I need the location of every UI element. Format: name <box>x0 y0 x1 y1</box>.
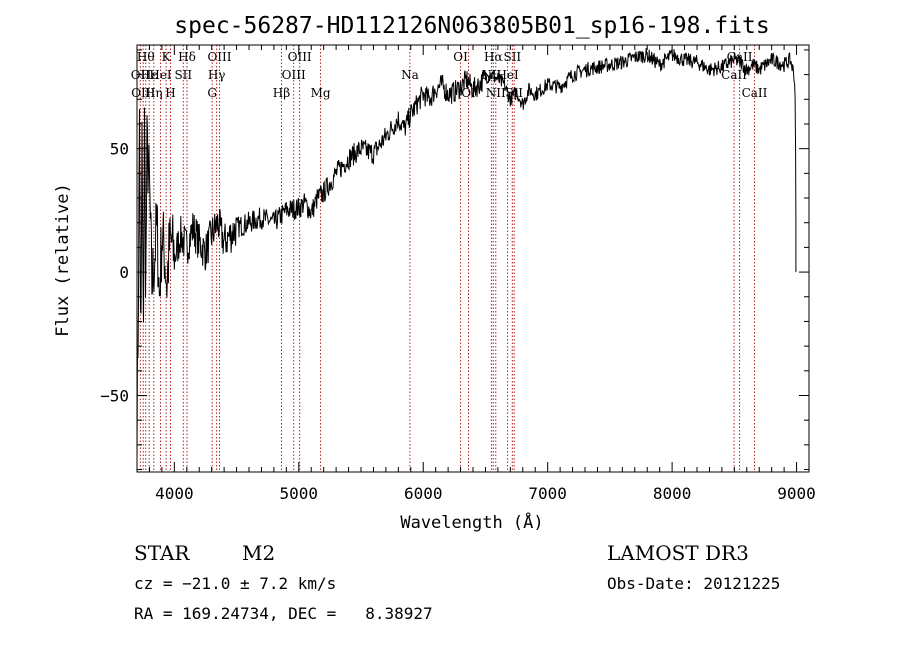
spectral-line-label: Hδ <box>178 50 196 64</box>
x-tick-label: 9000 <box>777 484 816 503</box>
x-tick-label: 4000 <box>155 484 194 503</box>
spectral-line-markers <box>139 45 755 472</box>
spectral-line-label: Hβ <box>273 86 290 100</box>
spectral-line-label: CaII <box>721 68 747 82</box>
spectral-line-label: K <box>162 50 172 64</box>
y-tick-label: 50 <box>110 140 129 159</box>
x-axis-label: Wavelength (Å) <box>400 511 543 533</box>
spectral-line-label: OIII <box>207 50 231 64</box>
y-axis-ticks: −50 0 50 <box>100 49 809 471</box>
chart-title: spec-56287-HD112126N063805B01_sp16-198.f… <box>174 13 769 39</box>
spectral-line-label: CaII <box>742 86 768 100</box>
x-axis-ticks: 4000 5000 6000 7000 8000 9000 <box>136 45 816 503</box>
spectral-line-label: Hε <box>141 68 158 82</box>
spectral-line-label: OI <box>453 50 468 64</box>
object-class: STAR <box>134 541 190 565</box>
spectral-line-label: NII <box>486 86 506 100</box>
spectral-line-label: OIII <box>288 50 312 64</box>
spectral-line-label: Mg <box>311 86 331 100</box>
y-tick-label: −50 <box>100 386 129 405</box>
spectral-line-label: HeI <box>149 68 172 82</box>
spectral-line-label: OIII <box>282 68 306 82</box>
redshift-cz: cz = −21.0 ± 7.2 km/s <box>134 574 336 593</box>
spectral-line-label: Na <box>401 68 419 82</box>
obs-date: Obs-Date: 20121225 <box>607 574 780 593</box>
spectral-line-label: Hθ <box>137 50 155 64</box>
spectral-line-label: SII <box>174 68 192 82</box>
spectral-line-label: Hγ <box>208 68 226 82</box>
spectral-line-label: G <box>207 86 217 100</box>
spectral-line-label: H <box>165 86 175 100</box>
spectral-line-label: Hη <box>145 86 163 100</box>
x-tick-label: 5000 <box>280 484 319 503</box>
spectral-line-labels: OIIOIIIHθHεHηHeIKHSIIHδGHγOIIIHβOIIIOIII… <box>131 50 768 100</box>
y-tick-label: 0 <box>119 263 129 282</box>
spectral-line-label: SII <box>503 50 521 64</box>
ra-dec: RA = 169.24734, DEC = 8.38927 <box>134 604 433 623</box>
spectrum-series <box>136 47 797 460</box>
spectral-line-label: Hα <box>484 50 503 64</box>
plot-frame <box>136 44 810 473</box>
x-tick-label: 7000 <box>528 484 567 503</box>
survey-name: LAMOST DR3 <box>607 541 749 565</box>
x-tick-label: 8000 <box>653 484 692 503</box>
y-axis-label: Flux (relative) <box>53 183 73 337</box>
subclass: M2 <box>242 541 275 565</box>
spectrum-line <box>136 47 797 460</box>
x-tick-label: 6000 <box>404 484 443 503</box>
